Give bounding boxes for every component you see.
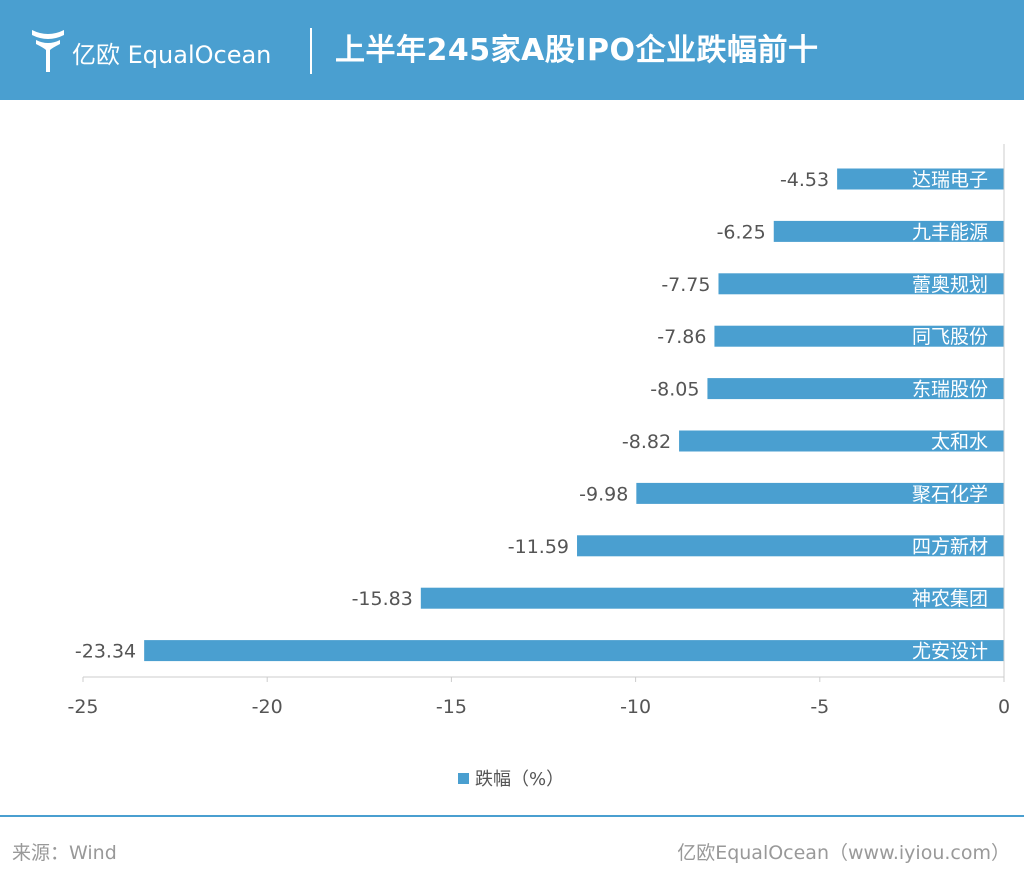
bar — [144, 640, 1004, 662]
category-label: 同飞股份 — [912, 326, 988, 348]
credit-note: 亿欧EqualOcean（www.iyiou.com） — [677, 842, 1010, 864]
legend-label: 跌幅（%） — [475, 769, 565, 790]
x-tick-label: -20 — [252, 696, 283, 718]
x-tick-label: -5 — [810, 696, 829, 718]
bar — [577, 535, 1004, 557]
data-label: -7.86 — [657, 326, 706, 348]
bar — [837, 168, 1004, 190]
x-tick-label: -10 — [620, 696, 651, 718]
chart-legend: 跌幅（%） — [458, 765, 564, 791]
data-label: -6.25 — [717, 221, 766, 243]
bar — [636, 482, 1004, 504]
category-label: 聚石化学 — [912, 483, 988, 505]
equalocean-logo-icon — [32, 30, 64, 72]
bar — [679, 430, 1004, 452]
category-label: 尤安设计 — [912, 641, 988, 663]
category-label: 四方新材 — [912, 536, 988, 558]
data-label: -4.53 — [780, 169, 829, 191]
legend-swatch — [458, 772, 469, 784]
footer-divider — [0, 815, 1024, 817]
x-tick-label: 0 — [998, 696, 1010, 718]
category-label: 神农集团 — [912, 588, 988, 610]
data-label: -8.82 — [622, 431, 671, 453]
category-label: 九丰能源 — [912, 221, 988, 243]
category-label: 蕾奥规划 — [912, 274, 988, 296]
data-label: -11.59 — [508, 536, 569, 558]
header-divider — [310, 28, 312, 74]
bar — [718, 273, 1004, 295]
bar — [420, 587, 1004, 609]
page-title: 上半年245家A股IPO企业跌幅前十 — [335, 33, 819, 68]
x-tick-label: -25 — [67, 696, 98, 718]
bar — [714, 325, 1004, 347]
bar-chart: -4.53 达瑞电子 -6.25 九丰能源 -7.75 蕾奥规划 -7.86 同飞股份 -8.0… — [67, 144, 1010, 718]
header-banner: 亿欧 EqualOcean 上半年245家A股IPO企业跌幅前十 — [0, 0, 1024, 100]
brand-name: 亿欧 EqualOcean — [72, 41, 272, 69]
data-label: -8.05 — [650, 379, 699, 401]
data-label: -9.98 — [579, 483, 628, 505]
category-label: 达瑞电子 — [912, 169, 988, 191]
category-label: 太和水 — [931, 431, 988, 453]
x-tick-label: -15 — [436, 696, 467, 718]
bar — [707, 378, 1004, 400]
data-label: -7.75 — [661, 274, 710, 296]
source-note: 来源：Wind — [12, 842, 117, 864]
category-label: 东瑞股份 — [912, 379, 988, 401]
data-label: -15.83 — [352, 588, 413, 610]
data-label: -23.34 — [75, 641, 136, 663]
bar — [773, 220, 1004, 242]
